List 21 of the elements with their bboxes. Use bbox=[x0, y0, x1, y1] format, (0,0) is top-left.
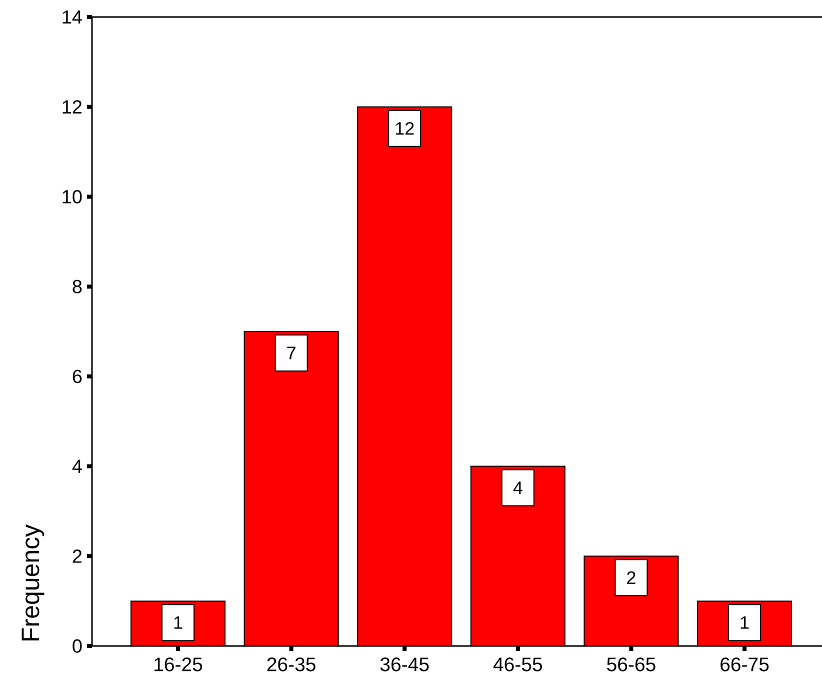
data-label: 12 bbox=[396, 122, 414, 135]
data-label: 7 bbox=[287, 346, 296, 360]
x-tick-label: 26-35 bbox=[267, 658, 316, 672]
y-tick-label: 0 bbox=[72, 639, 82, 653]
x-tick-label: 56-65 bbox=[607, 658, 656, 672]
y-tick-label: 6 bbox=[72, 370, 82, 384]
y-tick-label: 8 bbox=[72, 280, 82, 294]
y-tick-label: 4 bbox=[72, 460, 82, 473]
x-tick-label: 46-55 bbox=[493, 658, 542, 672]
x-tick-label: 66-75 bbox=[720, 658, 769, 672]
x-tick-label: 36-45 bbox=[380, 658, 429, 672]
data-label: 4 bbox=[513, 482, 522, 494]
data-label: 1 bbox=[174, 616, 182, 629]
y-tick-label: 2 bbox=[72, 550, 82, 563]
x-tick-label: 16-25 bbox=[154, 658, 202, 672]
y-tick-label: 12 bbox=[62, 100, 82, 114]
y-tick-label: 10 bbox=[62, 190, 82, 204]
data-label: 2 bbox=[627, 571, 636, 584]
y-axis-title: Frequency bbox=[22, 524, 44, 640]
data-label: 1 bbox=[740, 616, 749, 629]
y-tick-label: 14 bbox=[62, 10, 82, 24]
